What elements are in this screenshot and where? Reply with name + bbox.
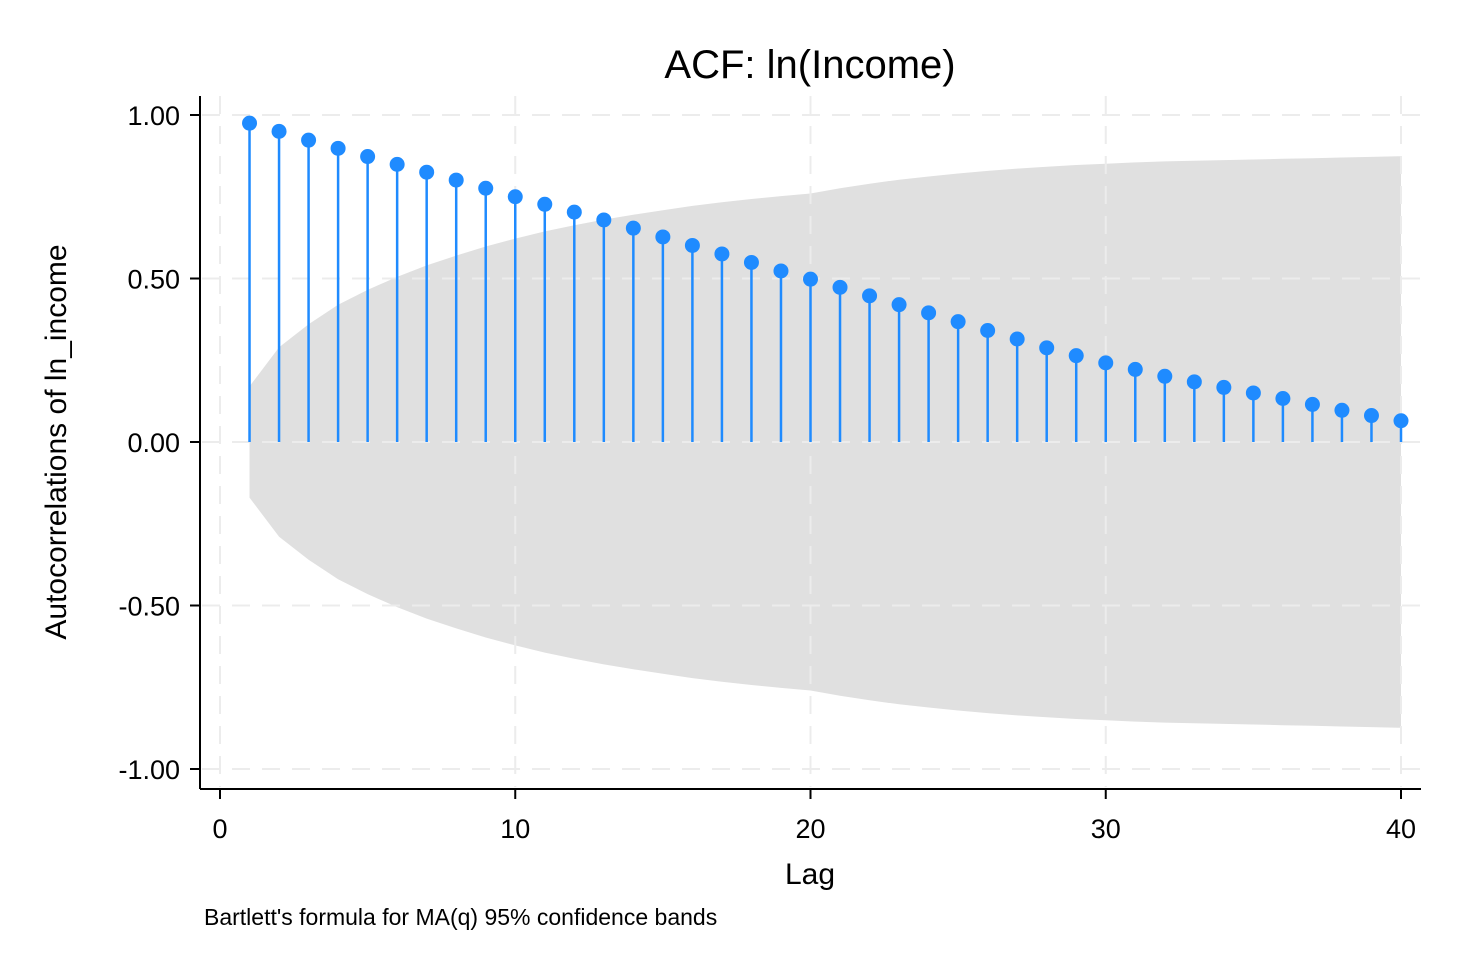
acf-point <box>242 115 258 131</box>
acf-series <box>242 115 1409 442</box>
acf-point <box>271 123 287 139</box>
acf-point <box>1039 340 1055 356</box>
x-tick-label: 10 <box>500 814 530 844</box>
confidence-band-layer <box>249 156 1401 728</box>
acf-point <box>1245 385 1261 401</box>
acf-point <box>1127 361 1143 377</box>
acf-point <box>684 237 700 253</box>
confidence-band <box>249 156 1401 728</box>
acf-point <box>832 279 848 295</box>
acf-point <box>419 164 435 180</box>
acf-point <box>360 149 376 165</box>
acf-point <box>803 271 818 287</box>
acf-point <box>743 254 759 270</box>
acf-point <box>655 229 671 245</box>
acf-point <box>891 297 907 313</box>
acf-point <box>1334 402 1350 418</box>
acf-point <box>950 314 966 330</box>
acf-point <box>448 172 464 188</box>
axes: 1.00 0.50 0.00 -0.50 -1.00 0 10 20 30 40 <box>118 96 1421 844</box>
acf-point <box>862 288 878 304</box>
acf-point <box>1186 374 1202 390</box>
acf-point <box>537 196 553 212</box>
y-tick-label: 0.00 <box>127 428 180 458</box>
x-tick-label: 20 <box>795 814 825 844</box>
acf-point <box>921 305 937 321</box>
y-tick-label: 1.00 <box>127 101 180 131</box>
acf-point <box>301 132 317 148</box>
y-tick-label: -1.00 <box>118 755 180 785</box>
acf-point <box>1393 413 1409 429</box>
acf-point <box>773 263 789 279</box>
acf-point <box>625 220 641 236</box>
acf-point <box>1068 348 1084 364</box>
y-tick-label: -0.50 <box>118 592 180 622</box>
acf-point <box>507 189 523 205</box>
y-axis-title: Autocorrelations of ln_income <box>40 244 73 639</box>
acf-point <box>1098 355 1114 371</box>
acf-point <box>1157 368 1173 384</box>
acf-point <box>478 180 494 196</box>
acf-point <box>714 246 730 262</box>
acf-point <box>330 140 346 156</box>
acf-point <box>1275 391 1291 407</box>
acf-point <box>389 156 405 172</box>
acf-point <box>1304 396 1320 412</box>
acf-point <box>566 204 582 220</box>
labels: ACF: ln(Income) Lag Autocorrelations of … <box>40 43 956 930</box>
acf-point <box>596 212 612 228</box>
y-tick-label: 0.50 <box>127 265 180 295</box>
x-tick-label: 0 <box>212 814 227 844</box>
x-axis-title: Lag <box>785 858 835 891</box>
confidence-band-note: Bartlett's formula for MA(q) 95% confide… <box>204 904 717 930</box>
chart-title: ACF: ln(Income) <box>664 43 955 87</box>
acf-point <box>1216 379 1232 395</box>
acf-point <box>1363 408 1379 424</box>
x-tick-label: 30 <box>1091 814 1121 844</box>
x-tick-label: 40 <box>1386 814 1416 844</box>
acf-point <box>980 322 996 338</box>
acf-point <box>1009 331 1025 347</box>
